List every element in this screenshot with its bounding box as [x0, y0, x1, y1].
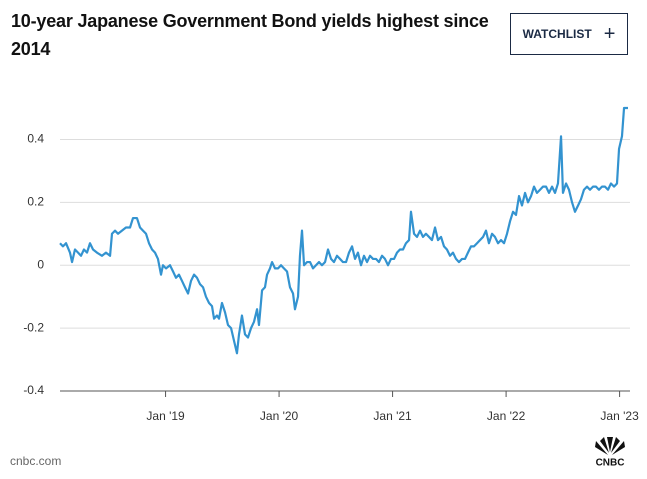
logo-text: CNBC	[596, 458, 625, 469]
y-tick-label: -0.4	[23, 383, 44, 397]
plus-icon: +	[603, 23, 616, 45]
x-tick-label: Jan '19	[146, 409, 185, 423]
x-tick-label: Jan '21	[373, 409, 412, 423]
watchlist-button[interactable]: WATCHLIST +	[510, 13, 628, 55]
cnbc-logo: CNBC	[595, 437, 625, 469]
source: cnbc.com	[10, 454, 61, 468]
peacock	[595, 437, 625, 455]
chart-title: 10-year Japanese Government Bond yields …	[11, 11, 489, 59]
y-tick-label: -0.2	[23, 320, 44, 334]
line	[59, 106, 628, 355]
button-label: WATCHLIST	[522, 27, 592, 41]
x-tick-label: Jan '22	[487, 409, 526, 423]
y-tick-label: 0.2	[27, 195, 44, 209]
x-tick-label: Jan '20	[260, 409, 299, 423]
x-tick-label: Jan '23	[600, 409, 639, 423]
y-tick-label: 0	[37, 257, 44, 271]
y-tick-label: 0.4	[27, 132, 44, 146]
